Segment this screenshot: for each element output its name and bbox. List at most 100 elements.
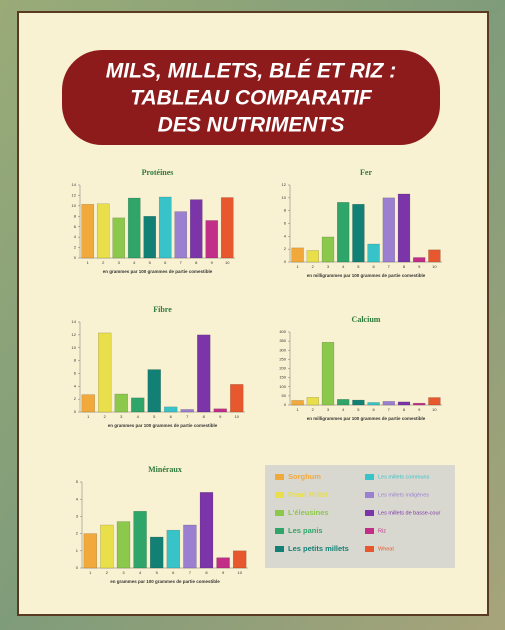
bar — [148, 370, 161, 412]
chart-title: Fer — [360, 168, 372, 177]
bar — [428, 250, 440, 262]
x-axis-label: en milligrammes par 100 grammes de parti… — [307, 416, 426, 421]
bar — [233, 551, 246, 568]
bar — [352, 400, 364, 405]
bar — [337, 202, 349, 262]
y-tick-label: 150 — [279, 375, 286, 380]
y-tick-label: 14 — [72, 182, 77, 187]
bar — [115, 394, 128, 412]
bar — [97, 204, 109, 258]
bar — [292, 400, 304, 405]
legend-label: Les petits millets — [288, 544, 349, 553]
x-tick-label: 10 — [432, 407, 437, 412]
bar — [368, 402, 380, 405]
y-tick-label: 10 — [72, 345, 77, 350]
title-line: TABLEAU COMPARATIF — [130, 87, 373, 110]
x-tick-label: 10 — [432, 264, 437, 269]
bar — [307, 397, 319, 405]
y-tick-label: 12 — [72, 192, 77, 197]
x-axis-label: en grammes par 100 grammes de partie com… — [103, 269, 213, 274]
bar — [383, 198, 395, 262]
bar — [413, 258, 425, 262]
legend-label: L'éleusines — [288, 508, 329, 517]
legend-swatch — [365, 510, 374, 516]
legend-swatch — [365, 474, 374, 480]
bar — [128, 198, 140, 258]
x-axis-label: en milligrammes par 100 grammes de parti… — [307, 273, 426, 278]
bar — [292, 248, 304, 262]
bar — [183, 525, 196, 568]
legend-swatch — [365, 546, 374, 552]
chart-title: Protéines — [142, 168, 174, 177]
legend-label: Pearl Millet — [288, 490, 328, 499]
legend-swatch — [275, 510, 284, 516]
legend-label: Riz — [378, 528, 386, 534]
legend-swatch — [275, 528, 284, 534]
legend-label: Les millets communs — [378, 474, 430, 480]
x-axis-label: en grammes par 100 grammes de partie com… — [108, 423, 218, 428]
y-tick-label: 300 — [279, 347, 286, 352]
bar — [230, 384, 243, 412]
y-tick-label: 12 — [72, 332, 77, 337]
bar — [428, 398, 440, 405]
poster: MILS, MILLETS, BLÉ ET RIZ : TABLEAU COMP… — [0, 0, 505, 630]
legend-label: Les millets de basse-cour — [378, 510, 441, 516]
legend-label: Les millets indigènes — [378, 492, 429, 498]
y-tick-label: 12 — [282, 182, 287, 187]
bar — [398, 194, 410, 262]
bar — [398, 402, 410, 405]
legend-swatch — [275, 546, 284, 552]
chart-title: Fibre — [153, 305, 172, 314]
chart-title: Minéraux — [148, 465, 182, 474]
page: MILS, MILLETS, BLÉ ET RIZ : TABLEAU COMP… — [0, 0, 505, 630]
bar — [190, 200, 202, 258]
bar — [181, 409, 194, 412]
legend-label: Les panis — [288, 526, 323, 535]
bar — [144, 216, 156, 258]
x-tick-label: 10 — [237, 570, 242, 575]
bar — [84, 534, 97, 568]
y-tick-label: 50 — [282, 393, 287, 398]
bar — [150, 537, 163, 568]
legend-swatch — [275, 474, 284, 480]
bar — [383, 401, 395, 405]
y-tick-label: 10 — [72, 203, 77, 208]
legend-label: Wheat — [378, 546, 394, 552]
x-axis-label: en grammes par 100 grammes de partie com… — [110, 579, 220, 584]
bar — [82, 204, 94, 258]
legend-label: Sorghum — [288, 472, 321, 481]
y-tick-label: 350 — [279, 338, 286, 343]
bar — [217, 558, 230, 568]
y-tick-label: 10 — [282, 195, 287, 200]
bar — [175, 212, 187, 258]
bar — [307, 250, 319, 262]
bar — [221, 198, 233, 258]
y-tick-label: 250 — [279, 356, 286, 361]
bar — [164, 407, 177, 412]
bar — [337, 399, 349, 405]
bar — [113, 218, 125, 258]
bar — [98, 333, 111, 412]
bar — [82, 395, 95, 412]
bar — [159, 197, 171, 258]
bar — [368, 244, 380, 262]
x-tick-label: 10 — [235, 414, 240, 419]
bar — [131, 398, 144, 412]
bar — [206, 220, 218, 258]
y-tick-label: 400 — [279, 329, 286, 334]
x-tick-label: 10 — [225, 260, 230, 265]
title-line: MILS, MILLETS, BLÉ ET RIZ : — [106, 60, 396, 83]
y-tick-label: 14 — [72, 319, 77, 324]
chart-title: Calcium — [352, 315, 381, 324]
bar — [167, 530, 180, 568]
title-line: DES NUTRIMENTS — [158, 114, 345, 137]
legend-swatch — [365, 528, 374, 534]
y-tick-label: 200 — [279, 366, 286, 371]
y-tick-label: 100 — [279, 384, 286, 389]
legend-swatch — [275, 492, 284, 498]
bar — [200, 492, 213, 568]
bar — [214, 409, 227, 412]
bar — [117, 522, 130, 568]
bar — [352, 204, 364, 262]
bar — [322, 237, 334, 262]
